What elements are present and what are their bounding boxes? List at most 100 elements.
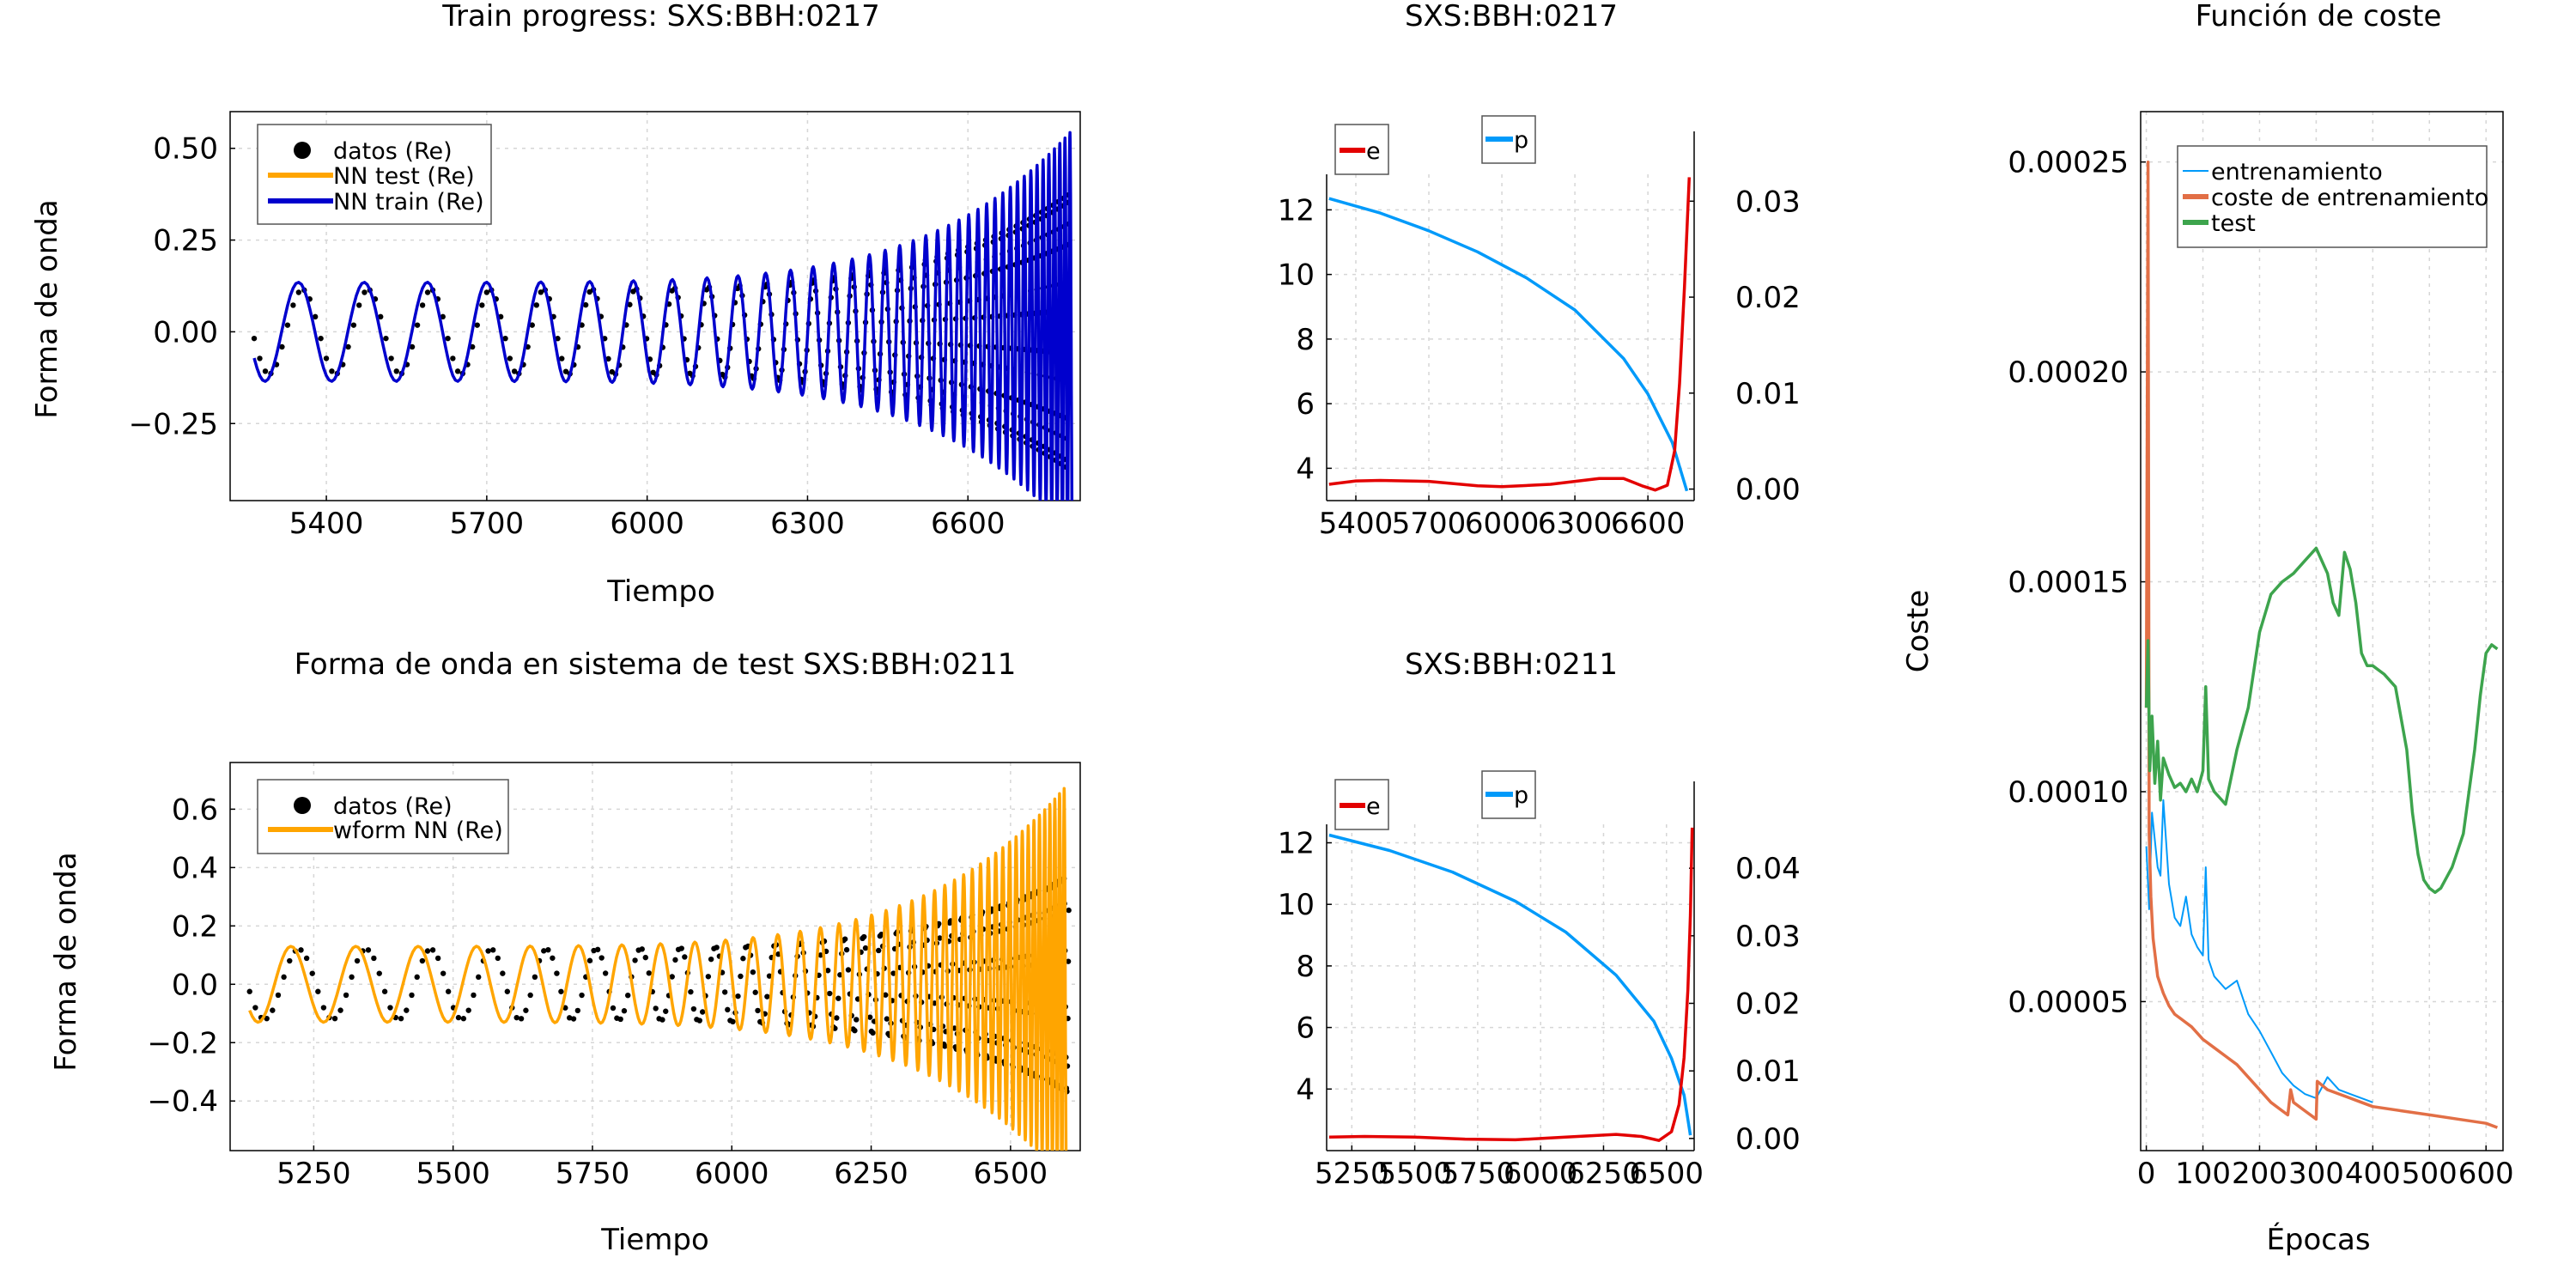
data-point	[460, 1016, 467, 1022]
data-point	[845, 967, 852, 973]
data-point	[471, 992, 477, 999]
data-point	[312, 313, 319, 320]
data-point	[414, 322, 421, 328]
series-p	[1328, 833, 1692, 1136]
data-point	[354, 957, 361, 964]
data-point	[598, 955, 605, 961]
data-point	[279, 343, 285, 350]
data-point	[527, 992, 533, 999]
legend-marker	[294, 797, 311, 814]
chart-title: Train progress: SXS:BBH:0217	[441, 0, 880, 33]
data-point	[725, 1006, 731, 1013]
data-point	[284, 322, 291, 328]
y2-tick-label: 0.02	[1735, 987, 1801, 1021]
data-point	[696, 1018, 702, 1024]
data-point	[381, 988, 388, 994]
x-tick-label: 200	[2232, 1157, 2287, 1191]
data-point	[752, 989, 758, 995]
data-point	[398, 1015, 404, 1022]
data-point	[320, 1005, 327, 1011]
y-axis-label: Forma de onda	[30, 199, 64, 418]
data-point	[574, 1007, 581, 1014]
x-tick-label: 5250	[276, 1157, 351, 1191]
x-tick-label: 5750	[556, 1157, 630, 1191]
y-tick-label: 8	[1296, 950, 1315, 984]
data-point	[890, 970, 896, 976]
plot-frame	[2140, 111, 2504, 1151]
legend-e: e	[1334, 124, 1389, 175]
data-point	[409, 992, 415, 999]
data-point	[558, 988, 564, 994]
y-tick-label: 10	[1278, 258, 1315, 293]
legend-label: e	[1366, 138, 1381, 165]
data-point	[331, 1015, 338, 1022]
data-point	[610, 1005, 617, 1012]
data-point	[699, 1009, 706, 1015]
data-point	[251, 335, 258, 342]
data-point	[424, 289, 431, 295]
data-point	[646, 970, 653, 976]
data-point	[393, 368, 399, 374]
data-point	[750, 969, 756, 975]
plot-frame	[229, 762, 1081, 1151]
data-point	[841, 936, 848, 942]
y2-tick-label: 0.02	[1735, 281, 1801, 315]
data-point	[852, 1028, 858, 1034]
data-point	[298, 947, 304, 953]
data-point	[621, 1008, 628, 1014]
data-point	[586, 957, 593, 963]
legend-label: p	[1514, 782, 1528, 809]
data-point	[663, 1008, 669, 1014]
data-point	[617, 1016, 623, 1023]
chart-title: SXS:BBH:0217	[1405, 0, 1618, 33]
x-axis-label: Tiempo	[606, 574, 715, 609]
data-point	[688, 988, 694, 995]
data-point	[755, 1007, 761, 1014]
data-point	[371, 955, 377, 962]
data-point	[672, 957, 678, 963]
x-tick-label: 5700	[1392, 507, 1467, 541]
data-point	[455, 1014, 462, 1021]
data-point	[511, 368, 518, 374]
series-e	[1328, 177, 1692, 492]
legend: datos (Re) NN test (Re) NN train (Re)	[257, 124, 492, 225]
x-tick-label: 5700	[450, 507, 525, 541]
data-point	[383, 335, 389, 342]
data-point	[708, 956, 714, 963]
data-point	[602, 970, 609, 976]
x-tick-label: 5500	[1377, 1157, 1452, 1191]
plot-area: 5400 5700 6000 6300 6600 −0.25 0.00 0.25 0.50	[129, 111, 1081, 541]
data-point	[270, 1007, 276, 1013]
chart-title: SXS:BBH:0211	[1405, 647, 1618, 682]
data-point	[721, 989, 728, 995]
y-tick-label: 4	[1296, 452, 1315, 486]
data-point	[562, 1005, 568, 1011]
chart-title: Función de coste	[2196, 0, 2442, 33]
series-group	[246, 787, 1072, 1151]
data-point	[632, 957, 638, 963]
x-tick-label: 6250	[1566, 1157, 1641, 1191]
y-tick-label: 0.00005	[2008, 985, 2129, 1019]
data-point	[538, 289, 544, 295]
series-group	[2144, 160, 2499, 1129]
x-tick-label: 0	[2137, 1157, 2156, 1191]
data-point	[705, 974, 712, 980]
data-point	[275, 992, 282, 999]
y-tick-label: 8	[1296, 323, 1315, 357]
x-tick-label: 6250	[834, 1157, 908, 1191]
data-point	[500, 970, 506, 976]
data-point	[669, 974, 675, 980]
data-point	[483, 289, 490, 295]
data-point	[529, 322, 535, 328]
data-point	[523, 1007, 529, 1013]
data-point	[951, 1025, 957, 1031]
y-tick-label: 0.0	[172, 968, 218, 1002]
data-point	[730, 1018, 736, 1025]
y-tick-label: 12	[1278, 193, 1315, 228]
data-point	[246, 988, 252, 994]
data-point	[345, 343, 351, 350]
data-point	[419, 957, 426, 964]
data-point	[550, 955, 556, 961]
legend-label: datos (Re)	[333, 793, 453, 820]
